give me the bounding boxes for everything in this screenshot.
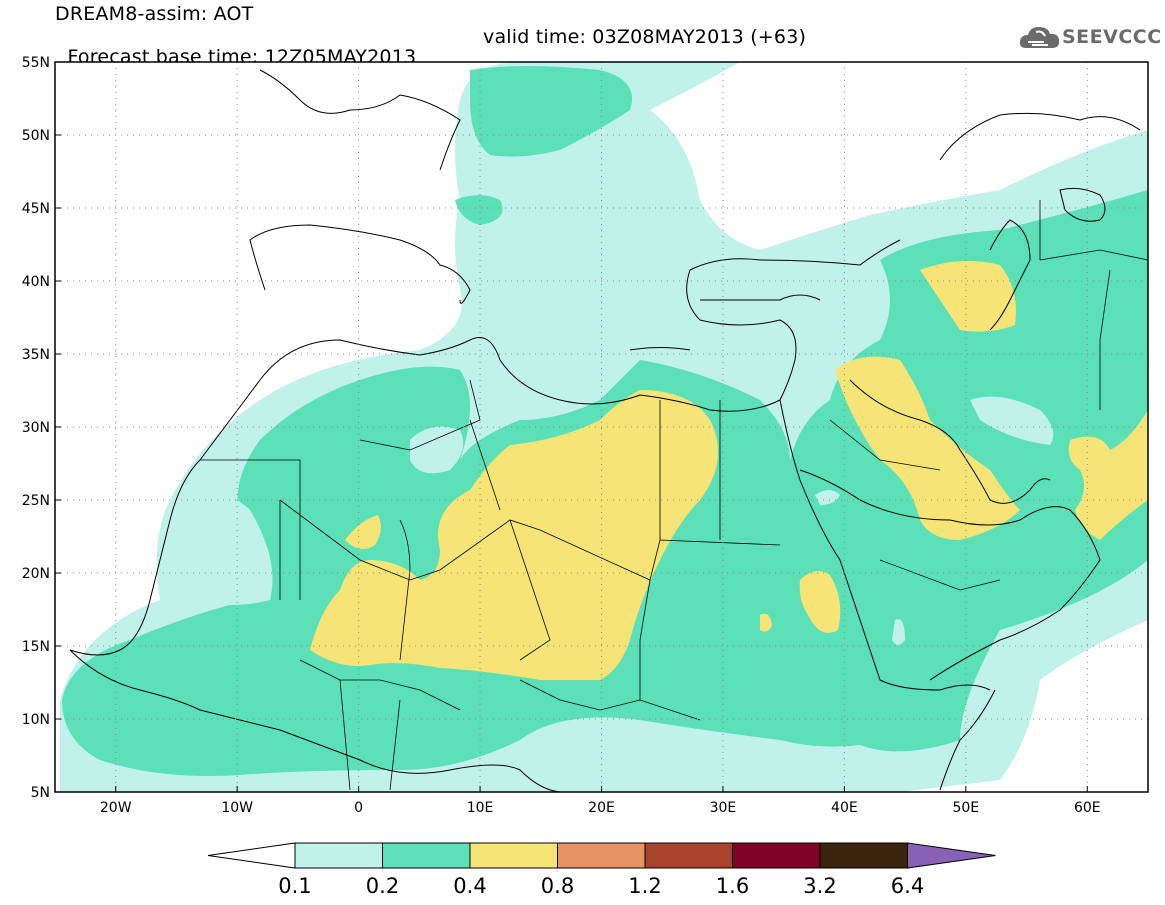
aot-contour-0-1-pockets [160,295,1054,645]
logo-text: SEEVCCC [1062,26,1162,48]
lat-label: 30N [22,420,50,436]
map-grid [55,62,1148,792]
lat-label: 35N [22,347,50,363]
latitude-labels: 55N 50N 45N 40N 35N 30N 25N 20N 15N 10N 5N [22,55,50,801]
lon-label: 30E [710,800,737,816]
lon-label: 0 [354,800,363,816]
lat-label: 15N [22,639,50,655]
lon-label: 10W [221,800,253,816]
aot-contour-0-4 [310,261,1148,680]
lat-label: 5N [31,785,50,801]
lat-label: 40N [22,274,50,290]
lat-label: 55N [22,55,50,71]
lon-label: 60E [1074,800,1101,816]
longitude-labels: 20W 10W 0 10E 20E 30E 40E 50E 60E [100,800,1101,816]
valid-time: valid time: 03Z08MAY2013 (+63) [483,26,807,48]
lat-label: 50N [22,128,50,144]
lon-label: 50E [952,800,979,816]
lat-label: 20N [22,566,50,582]
lon-label: 20W [100,800,132,816]
map-title: DREAM8-assim: AOT [55,3,254,25]
country-borders [200,200,1148,791]
coastlines [69,69,1141,792]
seevccc-logo: SEEVCCC [1018,22,1161,54]
cloud-logo-icon [1019,27,1060,48]
lon-label: 20E [588,800,615,816]
lon-label: 40E [831,800,858,816]
lat-label: 25N [22,493,50,509]
axis-ticks [55,61,1088,793]
lat-label: 45N [22,201,50,217]
lat-label: 10N [22,712,50,728]
lon-label: 10E [467,800,494,816]
